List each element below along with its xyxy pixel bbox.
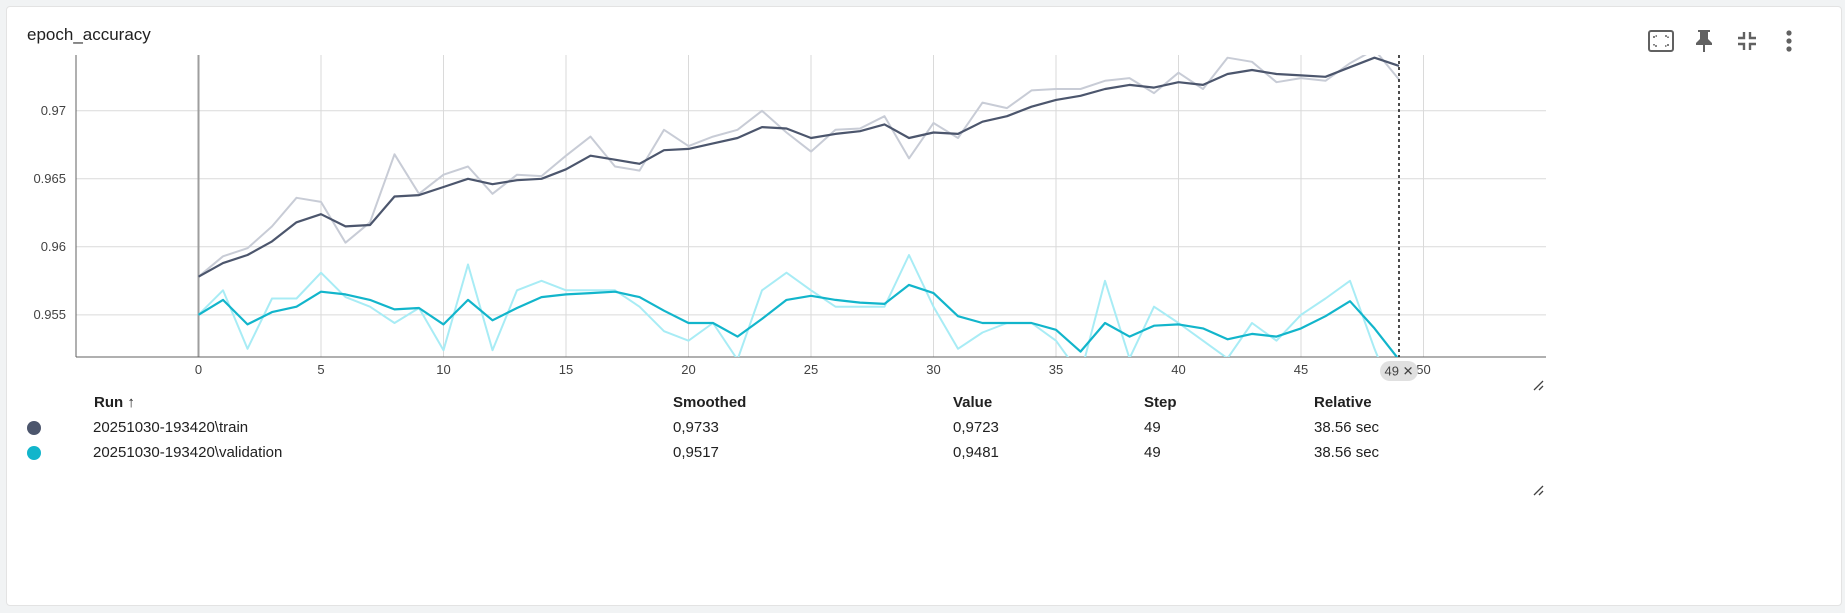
raw-value: 0,9481 (953, 444, 999, 461)
header-run[interactable]: Run ↑ (94, 394, 135, 411)
relative-time: 38.56 sec (1314, 419, 1380, 436)
more-options-button[interactable] (1769, 21, 1809, 61)
smoothed-value: 0,9733 (673, 419, 719, 436)
x-tick-label: 40 (1171, 362, 1185, 377)
header-smoothed[interactable]: Smoothed (673, 394, 747, 411)
header-step[interactable]: Step (1144, 394, 1177, 411)
x-tick-label: 5 (317, 362, 324, 377)
scalar-card: epoch_accuracy 0.955 0.96 0.965 0.97 0 5 10 15 2… (6, 6, 1842, 606)
chart-resize-handle[interactable] (1531, 378, 1545, 392)
collapse-button[interactable] (1727, 21, 1767, 61)
y-tick-label: 0.97 (41, 103, 66, 118)
x-tick-label: 25 (804, 362, 818, 377)
x-tick-label: 10 (436, 362, 450, 377)
validation-smoothed-line (197, 283, 1399, 357)
header-relative[interactable]: Relative (1314, 394, 1372, 411)
more-vert-icon (1786, 30, 1792, 52)
card-title: epoch_accuracy (27, 25, 151, 44)
pin-icon (1696, 30, 1712, 52)
run-color-dot (27, 421, 41, 435)
step-value: 49 (1144, 419, 1161, 436)
y-tick-label: 0.96 (41, 239, 66, 254)
x-tick-label: 0 (195, 362, 202, 377)
line-chart[interactable]: 0.955 0.96 0.965 0.97 0 5 10 15 20 25 30 35 40 45 5049… (7, 7, 1841, 407)
fit-domain-icon (1648, 30, 1674, 52)
x-tick-label: 50 (1416, 362, 1430, 377)
x-tick-label: 45 (1294, 362, 1308, 377)
pin-button[interactable] (1684, 21, 1724, 61)
resize-icon (1533, 485, 1544, 496)
run-name: 20251030-193420\validation (93, 444, 283, 461)
train-raw-line (197, 55, 1400, 278)
resize-icon (1533, 380, 1544, 391)
collapse-icon (1738, 32, 1756, 50)
header-value[interactable]: Value (953, 394, 993, 411)
run-name: 20251030-193420\train (93, 419, 249, 436)
step-badge-label: 49 ✕ (1385, 364, 1414, 379)
step-badge[interactable]: 49 ✕ (1380, 361, 1418, 381)
run-color-dot (27, 446, 41, 460)
y-tick-label: 0.965 (33, 171, 66, 186)
step-value: 49 (1144, 444, 1161, 461)
validation-raw-line (197, 254, 1379, 357)
x-tick-label: 20 (681, 362, 695, 377)
raw-value: 0,9723 (953, 419, 999, 436)
y-tick-label: 0.955 (33, 307, 66, 322)
step-badge-background (1380, 361, 1418, 381)
x-tick-label: 30 (926, 362, 940, 377)
table-resize-handle[interactable] (1531, 483, 1545, 497)
train-smoothed-line (197, 56, 1400, 278)
fit-domain-button[interactable] (1641, 21, 1681, 61)
smoothed-value: 0,9517 (673, 444, 719, 461)
x-tick-label: 15 (559, 362, 573, 377)
relative-time: 38.56 sec (1314, 444, 1380, 461)
x-tick-label: 35 (1049, 362, 1063, 377)
